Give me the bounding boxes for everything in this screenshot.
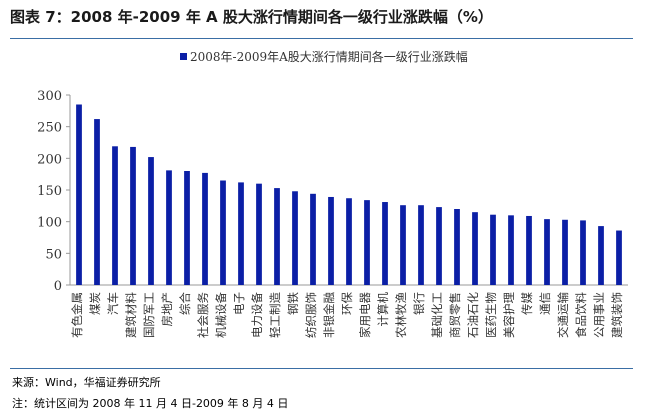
x-tick-label: 石油石化 — [466, 292, 480, 338]
legend-swatch — [180, 53, 187, 60]
x-tick-label: 电子 — [232, 292, 246, 315]
bar — [256, 183, 262, 285]
bar-chart: 2008年-2009年A股大涨行情期间各一级行业涨跌幅 0 50 100 150 200… — [37, 49, 628, 338]
x-tick-label: 建筑装饰 — [610, 292, 624, 338]
bar — [562, 219, 568, 285]
bar — [580, 220, 586, 285]
figure-title: 图表 7：2008 年-2009 年 A 股大涨行情期间各一级行业涨跌幅（%） — [10, 8, 493, 26]
bar — [202, 172, 208, 285]
legend: 2008年-2009年A股大涨行情期间各一级行业涨跌幅 — [180, 49, 468, 64]
x-axis-labels: 有色金属 煤炭 汽车 建筑材料 国防军工 房地产 综合 社会服务 机械设备 电子 电力设备 轻工制造钢… — [70, 292, 624, 338]
x-tick-label: 煤炭 — [88, 292, 102, 315]
x-tick-label: 房地产 — [160, 292, 174, 327]
bar — [76, 104, 82, 285]
bar — [400, 205, 406, 285]
bar — [310, 193, 316, 285]
y-tick-label: 200 — [37, 152, 62, 167]
bar — [166, 170, 172, 285]
x-tick-label: 有色金属 — [70, 292, 84, 338]
x-tick-label: 基础化工 — [430, 292, 444, 338]
bar — [598, 226, 604, 285]
legend-label: 2008年-2009年A股大涨行情期间各一级行业涨跌幅 — [190, 49, 468, 64]
x-tick-label: 非银金融 — [322, 292, 336, 338]
bar — [472, 212, 478, 285]
bar — [436, 207, 442, 285]
bar — [508, 215, 514, 285]
x-tick-label: 通信 — [538, 292, 552, 315]
bar — [454, 209, 460, 285]
footer-rule — [10, 368, 633, 369]
title-rule — [10, 38, 633, 39]
bar — [418, 205, 424, 285]
period-note: 注：统计区间为 2008 年 11 月 4 日-2009 年 8 月 4 日 — [12, 397, 289, 410]
x-tick-label: 银行 — [412, 292, 426, 315]
x-tick-label: 家用电器 — [358, 292, 372, 338]
bar — [346, 198, 352, 285]
x-tick-label: 计算机 — [376, 292, 390, 327]
x-tick-label: 社会服务 — [196, 292, 210, 338]
x-tick-label: 国防军工 — [142, 292, 156, 338]
bar — [328, 196, 334, 285]
bar — [544, 219, 550, 285]
x-tick-label: 食品饮料 — [574, 292, 588, 338]
x-tick-label: 钢铁 — [286, 292, 300, 315]
x-tick-label: 纺织服饰 — [304, 292, 318, 338]
y-tick-label: 300 — [37, 89, 62, 104]
source-note: 来源：Wind，华福证券研究所 — [12, 376, 161, 389]
x-tick-label: 传媒 — [520, 292, 534, 315]
x-tick-label: 机械设备 — [214, 292, 228, 338]
x-tick-label: 汽车 — [106, 292, 120, 315]
bar — [112, 146, 118, 285]
x-tick-label: 交通运输 — [556, 292, 570, 338]
x-tick-label: 综合 — [178, 292, 192, 315]
x-tick-label: 环保 — [340, 292, 354, 315]
bar — [382, 202, 388, 285]
y-tick-label: 50 — [45, 247, 62, 262]
y-tick-label: 100 — [37, 216, 62, 231]
x-tick-label: 轻工制造 — [268, 292, 282, 338]
y-axis: 0 50 100 150 200 250 300 — [37, 89, 628, 294]
bar — [220, 180, 226, 285]
bar — [526, 215, 532, 285]
bar — [238, 182, 244, 285]
bar — [184, 171, 190, 285]
bar — [364, 200, 370, 285]
x-tick-label: 美容护理 — [502, 292, 516, 338]
y-tick-label: 250 — [37, 121, 62, 136]
x-tick-label: 公用事业 — [592, 292, 606, 338]
bars — [76, 104, 622, 285]
bar — [274, 188, 280, 285]
bar — [490, 214, 496, 285]
bar — [616, 230, 622, 285]
bar — [148, 157, 154, 285]
y-tick-label: 150 — [37, 184, 62, 199]
bar — [292, 191, 298, 285]
y-tick-label: 0 — [54, 279, 62, 294]
x-tick-label: 电力设备 — [250, 292, 264, 338]
x-tick-label: 农林牧渔 — [394, 292, 408, 338]
x-tick-label: 医药生物 — [484, 292, 498, 338]
bar — [130, 146, 136, 285]
bar — [94, 119, 100, 285]
x-tick-label: 建筑材料 — [124, 292, 138, 338]
x-tick-label: 商贸零售 — [448, 292, 462, 338]
